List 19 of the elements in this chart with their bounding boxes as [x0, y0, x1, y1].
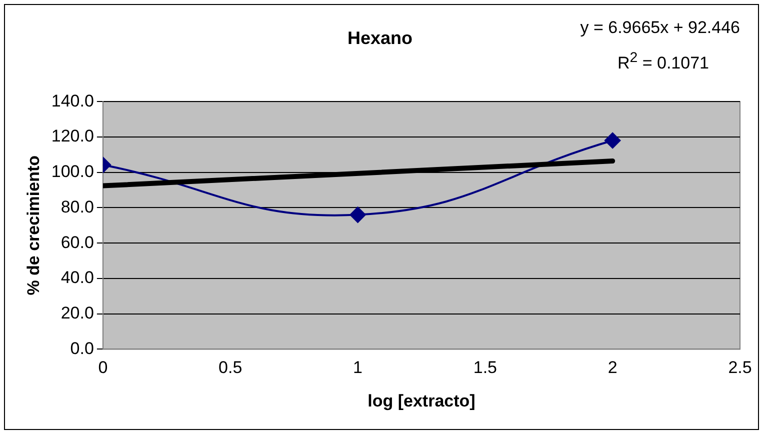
chart-title: Hexano — [347, 28, 413, 48]
text: y = 6.9665x + 92.446 — [580, 18, 740, 38]
y-tick-label: 20.0 — [60, 304, 94, 323]
y-tick-label: 0.0 — [70, 338, 94, 358]
x-tick-label: 2.5 — [728, 358, 752, 378]
y-axis-title: % de crecimiento — [24, 155, 43, 296]
text: R$^{2}$ = 0.1071 — [617, 50, 709, 74]
x-tick-label: 0.5 — [218, 358, 242, 378]
y-tick-label: 60.0 — [60, 232, 94, 252]
y-tick-label: 80.0 — [60, 197, 94, 216]
y-tick-label: 40.0 — [60, 268, 94, 288]
x-tick-label: 1 — [353, 358, 362, 378]
y-tick-label: 120.0 — [51, 126, 94, 146]
x-tick-label: 0 — [98, 358, 108, 378]
y-tick-label: 140.0 — [51, 91, 94, 110]
x-tick-label: 2 — [608, 358, 618, 378]
y-tick-label: 100.0 — [51, 162, 94, 182]
x-axis-title: log [extracto] — [368, 391, 476, 410]
x-tick-label: 1.5 — [473, 358, 497, 378]
